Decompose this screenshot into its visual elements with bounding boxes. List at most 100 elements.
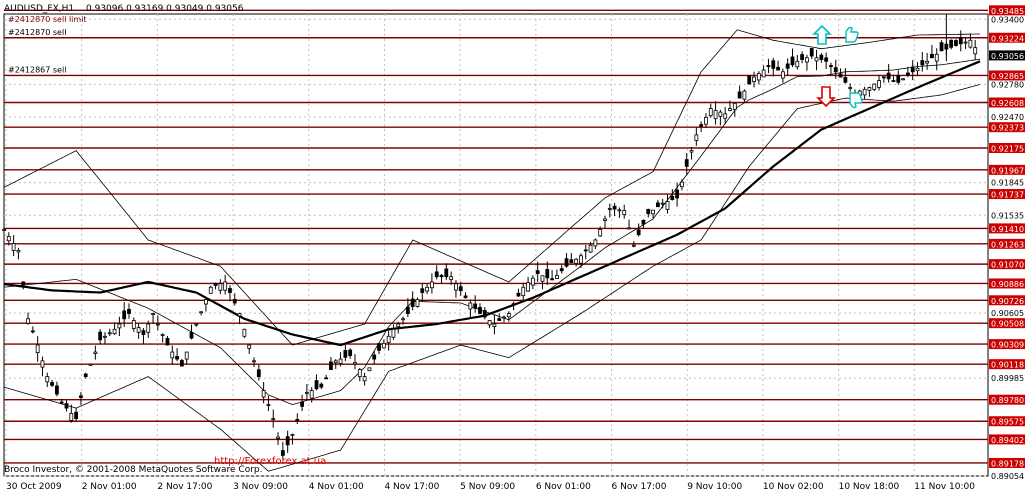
candle-body: [891, 80, 896, 82]
candle-body: [737, 91, 742, 99]
candle-body: [752, 76, 756, 83]
candle-body: [622, 210, 627, 216]
candle-body: [151, 313, 155, 315]
candle-body: [88, 363, 93, 366]
candle-body: [434, 271, 439, 278]
level-label: 0.89178: [991, 459, 1024, 468]
candle-body: [530, 277, 535, 286]
level-label-bg: [989, 142, 1025, 153]
candle-body: [98, 331, 103, 341]
candle-body: [535, 270, 540, 274]
candle-body: [165, 337, 170, 346]
y-tick-label: 0.91535: [991, 211, 1024, 220]
candle-body: [237, 313, 242, 317]
candles: [2, 30, 978, 461]
y-tick-label: 0.93400: [991, 15, 1024, 24]
candle-body: [930, 53, 934, 59]
candle-body: [502, 316, 506, 319]
candle-body: [848, 87, 853, 89]
candle-body: [2, 229, 6, 231]
candle-body: [833, 67, 838, 73]
level-label-bg: [989, 457, 1025, 468]
thumbs-up-icon[interactable]: [845, 26, 859, 43]
x-tick-label: 2 Nov 17:00: [157, 482, 212, 492]
level-label: 0.90508: [991, 320, 1024, 329]
candle-body: [449, 276, 454, 280]
level-label-bg: [989, 164, 1025, 175]
candle-body: [401, 318, 405, 321]
candle-body: [550, 278, 554, 281]
candle-body: [386, 335, 391, 343]
current-price-bg: [989, 50, 1025, 61]
candle-body: [747, 75, 752, 85]
axes: 30 Oct 2009 2 Nov 01:00 2 Nov 17:00 3 Nov 0…: [6, 15, 1024, 492]
sell-limit-order-label: #2412870 sell limit: [8, 15, 87, 24]
candle-body: [242, 328, 247, 337]
candle-body: [728, 108, 732, 111]
thumbs-down-icon[interactable]: [849, 92, 863, 109]
level-label: 0.91263: [991, 240, 1024, 249]
level-label-bg: [989, 416, 1025, 427]
candle-body: [6, 236, 11, 242]
candle-body: [963, 41, 968, 44]
arrow-down-icon[interactable]: [816, 86, 836, 108]
candle-body: [713, 109, 718, 120]
candle-body: [487, 320, 492, 326]
candle-body: [45, 376, 50, 383]
candle-body: [521, 286, 526, 297]
candle-body: [877, 80, 881, 88]
level-label: 0.92175: [991, 144, 1024, 153]
candle-body: [920, 60, 925, 66]
candle-body: [83, 373, 88, 377]
candle-body: [785, 63, 790, 69]
candle-body: [968, 39, 973, 48]
candle-body: [247, 344, 252, 349]
candle-body: [545, 269, 550, 279]
candle-body: [958, 37, 963, 45]
candle-body: [603, 218, 607, 221]
candle-body: [30, 330, 35, 333]
candle-body: [131, 320, 136, 329]
candle-body: [59, 401, 64, 404]
level-label: 0.89575: [991, 418, 1024, 427]
candle-body: [333, 360, 338, 364]
candle-body: [439, 274, 444, 278]
candle-body: [146, 323, 151, 333]
y-tick-label: 0.91845: [991, 179, 1024, 188]
level-label: 0.93485: [991, 7, 1024, 16]
x-tick-label: 10 Nov 18:00: [839, 482, 900, 492]
candle-body: [276, 436, 280, 439]
candle-body: [506, 313, 511, 318]
candle-body: [223, 281, 228, 291]
candle-body: [756, 73, 761, 81]
candle-body: [26, 318, 30, 324]
candle-body: [723, 113, 728, 119]
candle-body: [213, 283, 218, 286]
candle-body: [79, 395, 83, 398]
candle-body: [617, 209, 622, 212]
candle-body: [934, 53, 939, 62]
plot-frame: [3, 13, 989, 477]
candle-body: [867, 87, 872, 91]
level-label: 0.90309: [991, 341, 1024, 350]
candle-body: [819, 54, 824, 60]
candle-body: [646, 208, 651, 215]
candle-body: [588, 244, 593, 253]
candle-body: [338, 358, 343, 364]
candle-body: [800, 54, 805, 60]
candle-body: [780, 71, 785, 79]
candle-body: [290, 433, 295, 436]
candle-body: [694, 134, 699, 141]
order-label: #2412867 sell: [8, 65, 66, 74]
arrow-up-icon[interactable]: [812, 24, 832, 45]
level-label-bg: [989, 434, 1025, 445]
level-label: 0.89402: [991, 436, 1024, 445]
level-label: 0.92373: [991, 124, 1024, 133]
candle-body: [35, 344, 40, 354]
candle-body: [420, 288, 425, 293]
candle-body: [343, 350, 348, 358]
candle-body: [901, 78, 905, 81]
level-label-bg: [989, 278, 1025, 289]
